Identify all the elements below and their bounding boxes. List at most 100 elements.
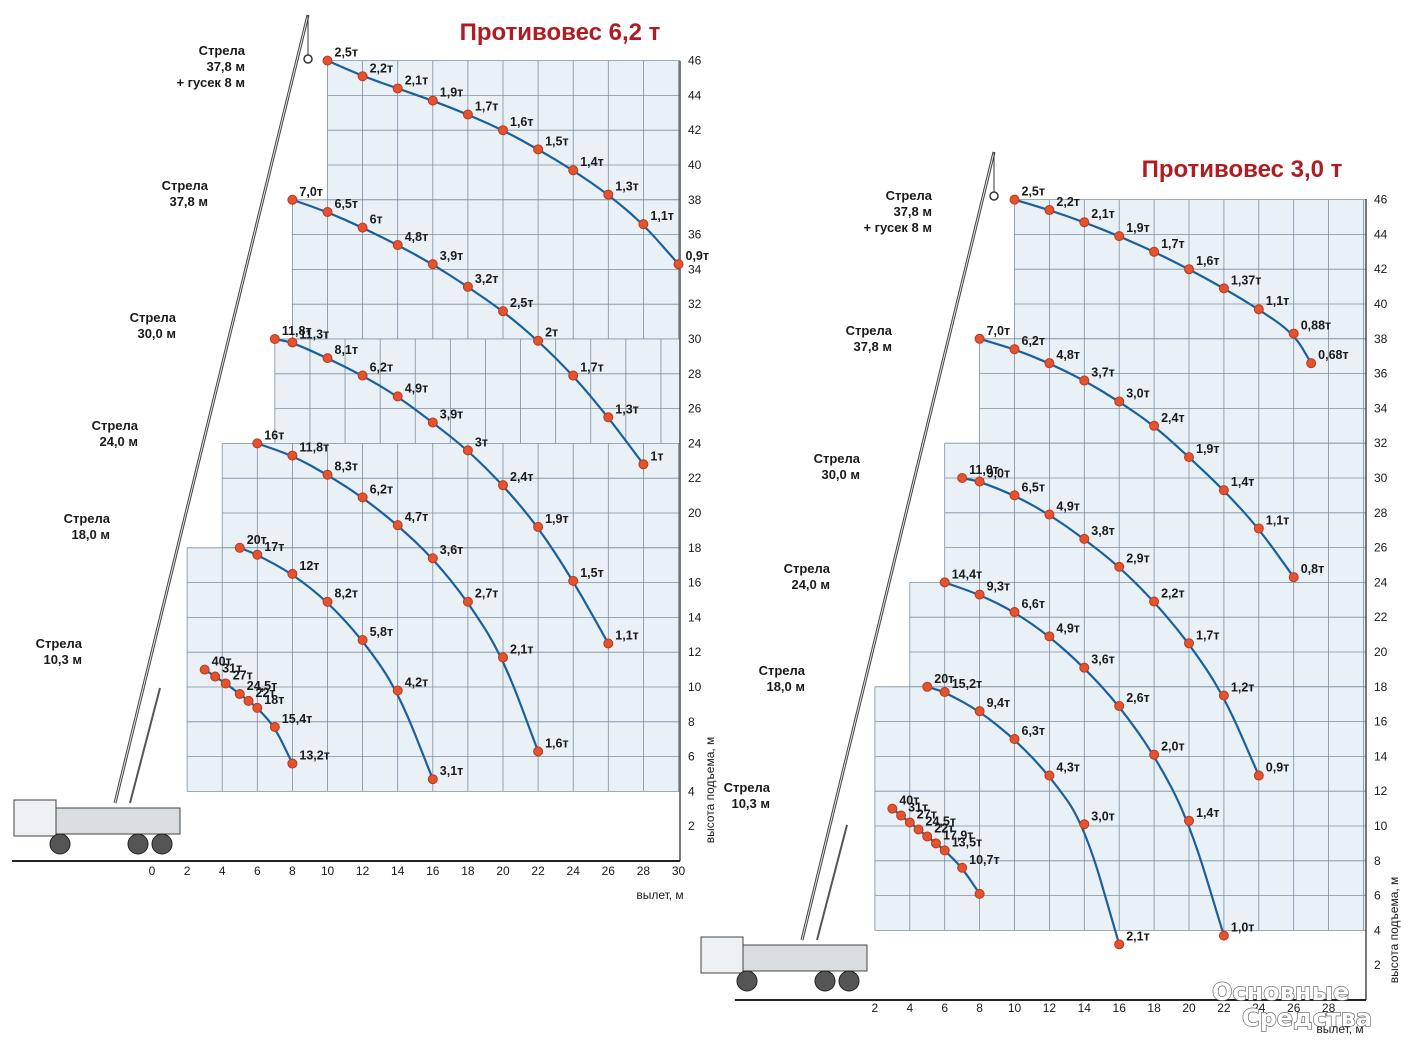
data-point: [603, 412, 614, 423]
x-axis-label: вылет, м: [1316, 1022, 1363, 1036]
data-point: [287, 758, 298, 769]
data-label: 2,1т: [1126, 929, 1150, 943]
data-point: [930, 838, 941, 849]
data-point: [939, 687, 950, 698]
data-point: [533, 521, 544, 532]
data-point: [287, 194, 298, 205]
data-point: [252, 702, 263, 713]
data-point: [904, 817, 915, 828]
data-point: [533, 746, 544, 757]
boom-label: Стрела 30,0 м: [814, 451, 861, 482]
data-point: [498, 306, 508, 317]
y-tick-label: 28: [1374, 506, 1388, 520]
y-tick-label: 18: [688, 541, 702, 555]
data-label: 1,4т: [1231, 475, 1255, 489]
boom-label: Стрела 37,8 м + гусек 8 м: [176, 43, 245, 90]
data-point: [1288, 328, 1299, 339]
data-label: 0,8т: [1301, 562, 1325, 576]
data-label: 1,7т: [475, 100, 499, 114]
data-label: 1,1т: [1266, 513, 1290, 527]
data-point: [1079, 819, 1090, 830]
data-point: [913, 824, 924, 835]
y-tick-label: 10: [688, 680, 702, 694]
data-point: [210, 671, 221, 682]
y-tick-label: 32: [688, 297, 702, 311]
x-tick-label: 4: [219, 864, 226, 878]
data-point: [427, 95, 438, 106]
data-point: [1079, 375, 1090, 386]
data-label: 40т: [899, 794, 919, 808]
data-point: [498, 125, 508, 136]
data-label: 1,3т: [615, 180, 639, 194]
data-label: 20т: [934, 672, 954, 686]
data-label: 0,9т: [1266, 761, 1290, 775]
data-label: 9,3т: [987, 580, 1011, 594]
data-point: [287, 450, 298, 461]
data-point: [957, 473, 968, 483]
chart-title: Противовес 6,2 т: [460, 19, 661, 46]
x-tick-label: 0: [149, 864, 156, 878]
data-label: 13,5т: [952, 835, 982, 849]
y-tick-label: 6: [688, 750, 695, 764]
data-point: [287, 568, 298, 579]
data-label: 4,9т: [1056, 621, 1080, 635]
data-point: [287, 337, 298, 348]
data-point: [1009, 490, 1020, 501]
y-tick-label: 2: [688, 819, 695, 833]
grid-block: [274, 339, 680, 444]
data-label: 24,5т: [247, 679, 277, 693]
data-label: 31т: [222, 662, 242, 676]
data-label: 3т: [475, 435, 488, 449]
data-point: [974, 476, 985, 487]
data-label: 1,0т: [1231, 921, 1255, 935]
data-point: [1149, 749, 1160, 760]
data-label: 0,9т: [686, 249, 710, 263]
data-label: 2,7т: [475, 587, 499, 601]
x-tick-label: 10: [1008, 1001, 1022, 1015]
data-label: 2,5т: [335, 46, 359, 60]
data-point: [1009, 194, 1020, 205]
watermark-line-1: Основные: [1212, 978, 1349, 1006]
series-curve: Стрела 30,0 м 11,0т9,0т 6,5т 4,9т 3,8т 2,9т 2,2…: [814, 451, 1290, 781]
data-label: 1,3т: [615, 402, 639, 416]
series-curve: Стрела 37,8 м 7,0т 6,5т 6т 4,8т 3,9т 3,2т 2,5т 2т…: [162, 178, 663, 470]
data-label: 15,2т: [952, 677, 982, 691]
data-label: 3,6т: [1091, 653, 1115, 667]
data-label: 6,5т: [1022, 480, 1046, 494]
data-point: [357, 222, 368, 233]
data-label: 6,2т: [370, 482, 394, 496]
grid-block: [979, 338, 1366, 444]
data-label: 1,4т: [1196, 806, 1220, 820]
x-tick-label: 12: [356, 864, 370, 878]
x-tick-label: 16: [426, 864, 440, 878]
data-point: [252, 549, 263, 560]
x-tick-label: 18: [461, 864, 475, 878]
x-tick-label: 26: [1287, 1001, 1301, 1015]
data-point: [1218, 485, 1229, 496]
y-tick-label: 42: [1374, 262, 1388, 276]
data-point: [322, 353, 333, 364]
data-label: 5,8т: [370, 625, 394, 639]
data-point: [269, 722, 280, 733]
x-tick-label: 24: [567, 864, 581, 878]
data-point: [357, 492, 368, 503]
data-label: 3,9т: [440, 408, 464, 422]
data-point: [234, 688, 245, 699]
y-tick-label: 30: [1374, 471, 1388, 485]
data-label: 1,6т: [1196, 254, 1220, 268]
y-tick-label: 20: [1374, 645, 1388, 659]
chart-title: Противовес 3,0 т: [1142, 156, 1343, 183]
data-point: [322, 55, 333, 66]
data-point: [462, 109, 473, 120]
boom-label: Стрела 37,8 м + гусек 8 м: [863, 188, 932, 235]
x-tick-label: 24: [1252, 1001, 1266, 1015]
watermark-line-2: Средства: [1242, 1004, 1372, 1032]
y-tick-label: 46: [1374, 193, 1388, 207]
data-label: 1,5т: [545, 134, 569, 148]
data-label: 17т: [264, 540, 284, 554]
y-tick-label: 12: [688, 645, 702, 659]
data-label: 2,5т: [1022, 185, 1046, 199]
data-point: [638, 219, 649, 230]
data-label: 12т: [299, 559, 319, 573]
crane-wheel: [838, 970, 860, 992]
